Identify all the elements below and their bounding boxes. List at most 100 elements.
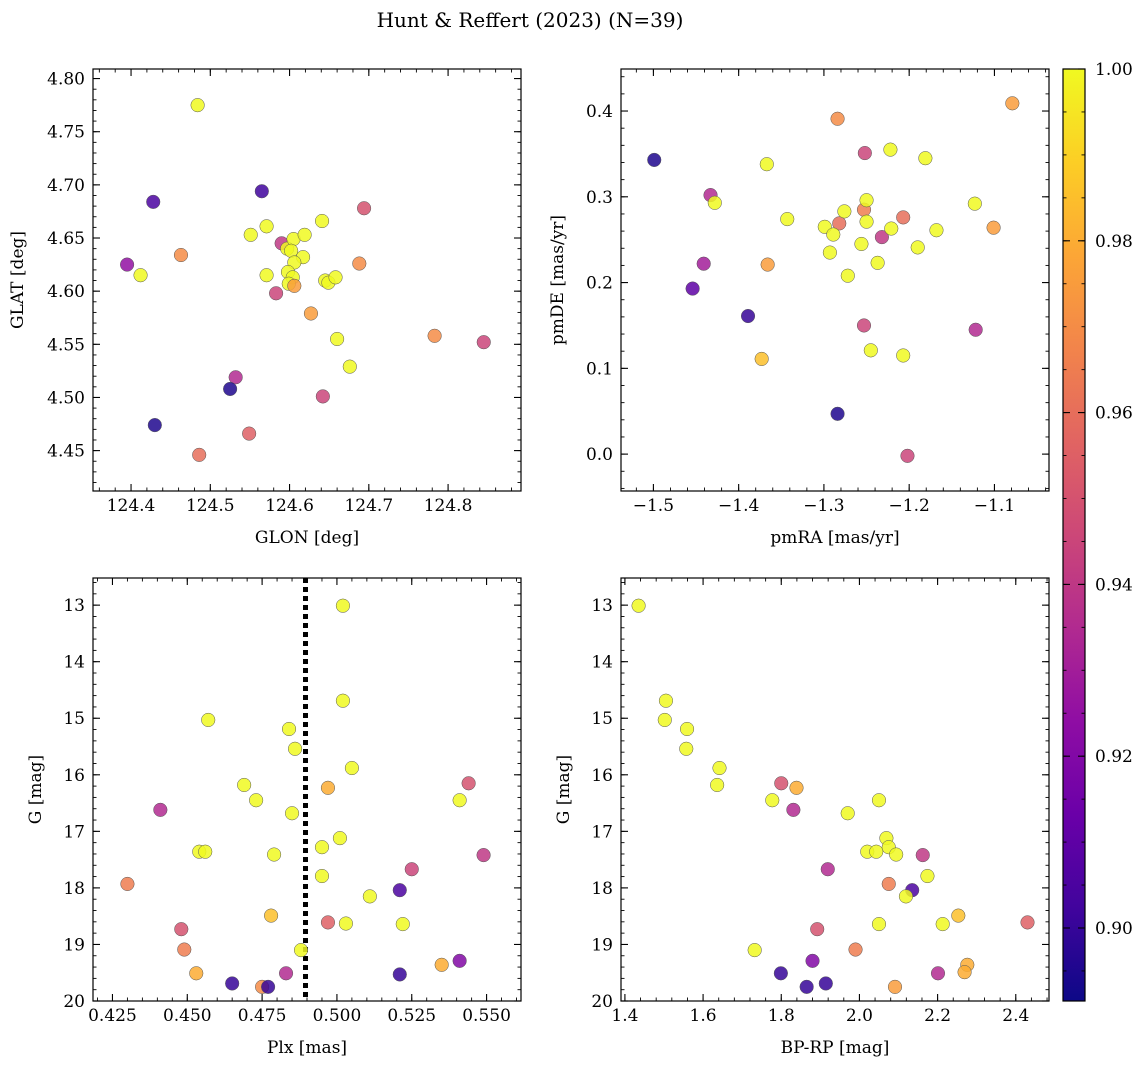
scatter-point [810, 922, 825, 937]
scatter-point [915, 848, 930, 863]
scatter-point [352, 256, 367, 271]
y-tick-label: 14 [591, 653, 613, 673]
colorbar-tick-label: 1.00 [1095, 60, 1133, 80]
scatter-point [874, 230, 889, 245]
y-tick-label: 19 [63, 935, 85, 955]
y-tick-label: 4.60 [47, 282, 85, 302]
y-tick-label: 18 [63, 879, 85, 899]
scatter-point [303, 306, 319, 321]
y-tick-label: 19 [591, 935, 613, 955]
y-tick-label: 16 [63, 766, 85, 786]
scatter-point [243, 227, 258, 242]
y-tick-label: 15 [591, 709, 613, 729]
y-tick-label: 0.1 [586, 359, 613, 379]
x-tick-label: 124.6 [265, 496, 314, 516]
scatter-point [840, 806, 855, 821]
scatter-point [759, 157, 774, 172]
x-tick-label: −1.4 [718, 496, 759, 516]
x-tick-label: 2.0 [846, 1006, 873, 1026]
scatter-point [259, 268, 274, 283]
panel-cmd: 1.4 1.6 1.8 2.0 2.2 2.4 13 14 15 16 17 18 19 20 BP-RP … [554, 577, 1050, 1058]
scatter-point [754, 351, 769, 366]
scatter-point [957, 965, 972, 980]
scatter-point [338, 916, 353, 931]
x-axis-label: pmRA [mas/yr] [770, 528, 899, 548]
scatter-point [284, 243, 299, 258]
scatter-point [967, 196, 982, 211]
scatter-point [314, 868, 330, 884]
y-tick-label: 15 [63, 709, 85, 729]
scatter-point [320, 915, 336, 930]
scatter-point [805, 953, 820, 968]
y-tick-label: 4.45 [47, 442, 85, 462]
scatter-point [1020, 915, 1035, 930]
scatter-point [284, 806, 300, 821]
x-axis-label: Plx [mas] [267, 1038, 347, 1058]
scatter-point [935, 917, 950, 932]
y-tick-label: 4.65 [47, 229, 85, 249]
scatter-point [120, 876, 135, 891]
y-tick-label: 4.55 [47, 335, 85, 355]
scatter-point [799, 979, 814, 994]
scatter-point [281, 721, 297, 737]
panels: 124.4 124.5 124.6 124.7 124.8 4.45 4.50 4.55 4.6… [8, 68, 1050, 1058]
scatter-point [680, 721, 695, 737]
scatter-point [918, 151, 933, 166]
scatter-point [883, 142, 898, 157]
scatter-point [198, 844, 213, 859]
x-tick-label: 0.425 [88, 1006, 137, 1026]
axes-frame [92, 68, 522, 492]
scatter-point [740, 308, 756, 324]
scatter-point [315, 213, 330, 229]
figure-title: Hunt & Reffert (2023) (N=39) [377, 8, 684, 32]
y-tick-label: 0.3 [586, 188, 613, 208]
scatter-point [818, 976, 833, 991]
scatter-point [332, 831, 347, 846]
scatter-point [395, 917, 410, 932]
scatter-point [986, 220, 1001, 235]
scatter-point [315, 389, 330, 404]
x-axis-label: BP-RP [mag] [781, 1038, 890, 1058]
scatter-point [297, 227, 312, 242]
scatter-point [840, 268, 855, 283]
y-tick-label: 4.80 [47, 70, 85, 90]
x-tick-label: 1.8 [768, 1006, 795, 1026]
axes-frame [620, 577, 1050, 1002]
colorbar-tick-label: 0.90 [1095, 919, 1133, 939]
axes-frame [92, 577, 522, 1002]
scatter-point [898, 889, 913, 904]
scatter-point [712, 760, 727, 776]
scatter-point [710, 777, 725, 793]
scatter-point [190, 98, 205, 113]
y-tick-label: 4.75 [47, 123, 85, 143]
x-tick-label: 124.7 [344, 496, 393, 516]
scatter-point [647, 152, 662, 167]
scatter-point [120, 257, 135, 272]
scatter-point [707, 195, 722, 210]
scatter-point [269, 286, 284, 301]
scatter-point [871, 793, 887, 808]
scatter-point [859, 214, 874, 229]
scatter-point [476, 335, 491, 350]
scatter-point [452, 953, 467, 968]
scatter-point [434, 957, 449, 972]
scatter-point [404, 862, 419, 877]
scatter-point [153, 802, 168, 817]
scatter-point [314, 840, 330, 855]
x-tick-label: −1.1 [974, 496, 1015, 516]
x-tick-label: 0.500 [313, 1006, 362, 1026]
scatter-point [884, 221, 899, 236]
scatter-point [225, 976, 240, 991]
scatter-point [259, 219, 274, 234]
scatter-point [242, 426, 257, 441]
colorbar-tick-label: 0.94 [1095, 575, 1133, 595]
scatter-point [201, 712, 216, 727]
scatter-point [267, 847, 282, 862]
panel-sky: 124.4 124.5 124.6 124.7 124.8 4.45 4.50 4.55 4.6… [8, 68, 522, 548]
scatter-point [780, 212, 795, 227]
scatter-point [910, 240, 925, 255]
x-tick-label: −1.2 [889, 496, 930, 516]
x-tick-label: 124.5 [186, 496, 235, 516]
scatter-point [1005, 96, 1020, 111]
